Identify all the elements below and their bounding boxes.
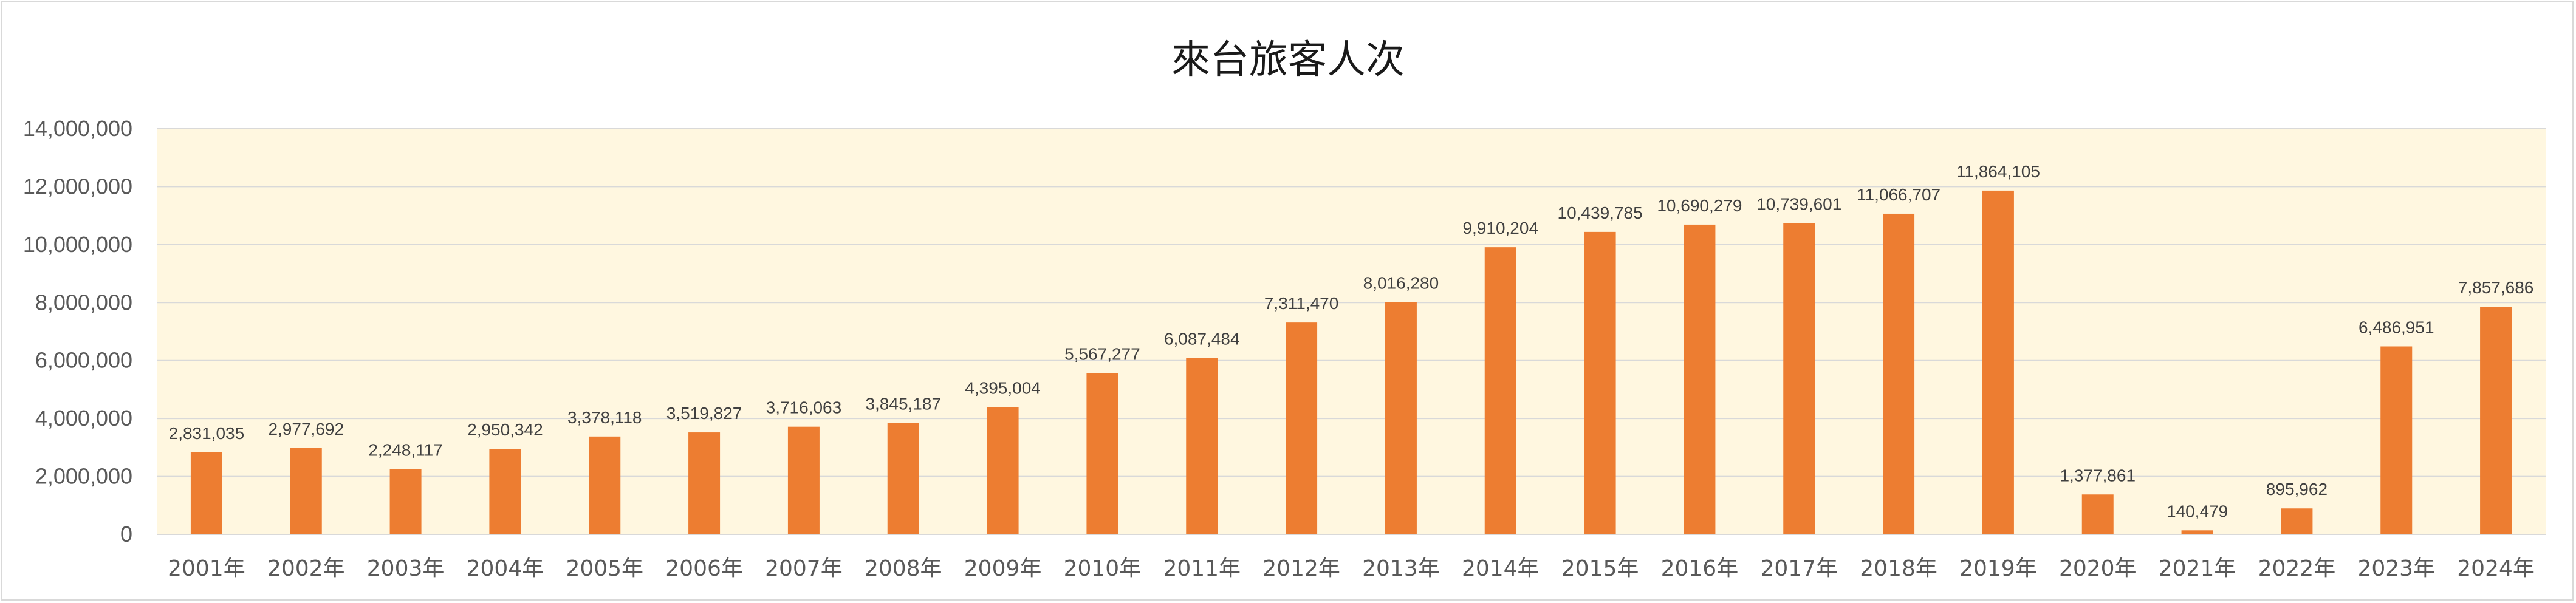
bar <box>1584 231 1616 534</box>
bar <box>1484 247 1516 534</box>
x-tick-label: 2023年 <box>2357 556 2435 581</box>
x-tick-label: 2017年 <box>1760 556 1838 581</box>
data-label: 10,690,279 <box>1657 196 1742 215</box>
x-tick-label: 2002年 <box>267 556 345 581</box>
data-label: 11,066,707 <box>1857 185 1941 204</box>
bar <box>489 449 521 534</box>
x-tick-label: 2007年 <box>765 556 843 581</box>
x-tick-label: 2008年 <box>865 556 942 581</box>
bar <box>1883 213 1915 535</box>
y-tick-label: 8,000,000 <box>35 290 132 315</box>
y-axis-ticks: 0 2,000,000 4,000,000 6,000,000 8,000,000 10,… <box>23 116 132 547</box>
y-tick-label: 10,000,000 <box>23 232 132 257</box>
x-tick-label: 2024年 <box>2457 556 2535 581</box>
x-tick-label: 2016年 <box>1661 556 1739 581</box>
bar <box>1684 224 1716 534</box>
data-label: 10,739,601 <box>1756 195 1841 214</box>
x-tick-label: 2006年 <box>665 556 743 581</box>
bar <box>1385 302 1417 534</box>
bar <box>2480 307 2512 534</box>
x-tick-label: 2020年 <box>2059 556 2137 581</box>
bar <box>2281 508 2313 534</box>
bar <box>1982 190 2014 534</box>
data-label: 3,845,187 <box>865 395 941 414</box>
x-tick-label: 2012年 <box>1262 556 1340 581</box>
bar <box>688 432 721 534</box>
y-tick-label: 6,000,000 <box>35 348 132 373</box>
data-label: 7,857,686 <box>2458 278 2534 297</box>
x-tick-label: 2004年 <box>467 556 544 581</box>
data-label: 2,248,117 <box>368 441 443 460</box>
plot-background <box>157 129 2546 534</box>
bar <box>1186 358 1218 534</box>
x-axis-ticks: 2001年 2002年 2003年 2004年 2005年 2006年 2007年 2008年… <box>157 534 2546 581</box>
data-label: 7,311,470 <box>1264 294 1339 313</box>
data-label: 5,567,277 <box>1064 344 1140 363</box>
bars <box>190 190 2512 535</box>
bar <box>787 426 820 534</box>
y-tick-label: 14,000,000 <box>23 116 132 141</box>
x-tick-label: 2015年 <box>1561 556 1639 581</box>
x-tick-label: 2019年 <box>1959 556 2037 581</box>
x-tick-label: 2018年 <box>1860 556 1937 581</box>
x-tick-label: 2014年 <box>1462 556 1540 581</box>
data-label: 9,910,204 <box>1462 219 1538 237</box>
data-label: 6,087,484 <box>1164 330 1240 349</box>
bar <box>987 407 1019 534</box>
y-tick-label: 12,000,000 <box>23 174 132 199</box>
data-label: 6,486,951 <box>2358 318 2434 336</box>
bar <box>2181 530 2213 534</box>
data-label: 3,378,118 <box>567 408 642 427</box>
chart-title: 來台旅客人次 <box>1171 38 1405 83</box>
x-tick-label: 2021年 <box>2159 556 2236 581</box>
bar <box>2380 346 2413 534</box>
data-label: 1,377,861 <box>2060 466 2136 485</box>
data-label: 2,950,342 <box>467 420 543 439</box>
bar <box>2081 494 2114 534</box>
data-labels: 2,831,035 2,977,692 2,248,117 2,950,342 3,37… <box>169 162 2534 520</box>
data-label: 3,716,063 <box>766 398 842 417</box>
bar <box>1086 373 1118 534</box>
y-tick-label: 0 <box>120 522 132 547</box>
bar <box>1783 223 1815 534</box>
x-tick-label: 2013年 <box>1362 556 1440 581</box>
y-tick-label: 4,000,000 <box>35 406 132 431</box>
data-label: 4,395,004 <box>965 378 1041 397</box>
bar <box>887 423 919 534</box>
data-label: 2,977,692 <box>268 420 344 438</box>
x-tick-label: 2005年 <box>566 556 643 581</box>
data-label: 10,439,785 <box>1558 203 1643 222</box>
x-tick-label: 2003年 <box>367 556 445 581</box>
bar <box>1286 322 1318 534</box>
bar <box>290 448 322 534</box>
data-label: 3,519,827 <box>666 404 742 423</box>
x-tick-label: 2022年 <box>2258 556 2336 581</box>
x-tick-label: 2009年 <box>964 556 1042 581</box>
x-tick-label: 2001年 <box>168 556 245 581</box>
data-label: 895,962 <box>2266 480 2328 499</box>
gridlines <box>157 128 2546 535</box>
data-label: 2,831,035 <box>169 424 245 443</box>
bar <box>190 452 222 534</box>
data-label: 8,016,280 <box>1363 274 1439 293</box>
x-tick-label: 2010年 <box>1064 556 1142 581</box>
data-label: 11,864,105 <box>1956 162 2040 181</box>
data-label: 140,479 <box>2167 502 2228 520</box>
y-tick-label: 2,000,000 <box>35 464 132 489</box>
plot-area <box>157 129 2546 534</box>
x-tick-label: 2011年 <box>1163 556 1241 581</box>
bar <box>389 469 422 534</box>
bar <box>589 436 621 534</box>
